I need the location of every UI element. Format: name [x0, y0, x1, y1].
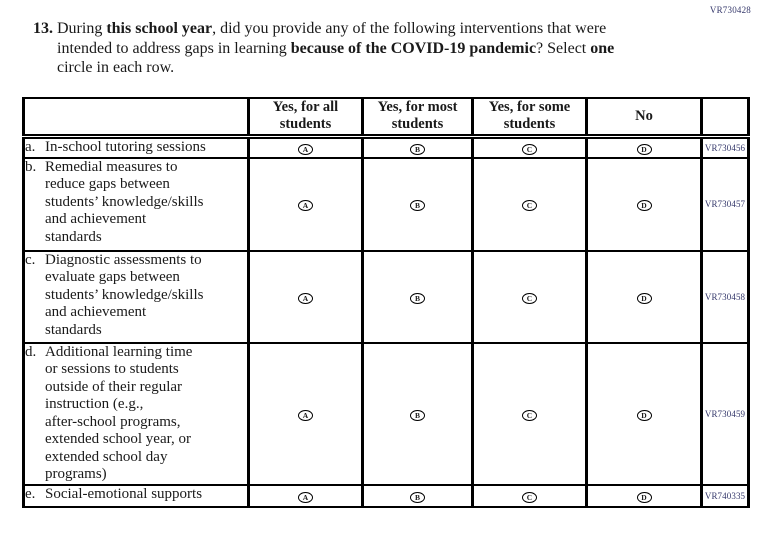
response-circle-e-C[interactable]: C	[522, 491, 537, 503]
row-code: VR730459	[700, 341, 750, 486]
option-cell: D	[585, 135, 703, 159]
response-circle-e-D[interactable]: D	[636, 491, 652, 503]
question-segment: intended to address gaps in learning	[57, 39, 291, 57]
response-circle-d-C[interactable]: C	[522, 409, 537, 421]
option-cell: B	[361, 156, 474, 252]
option-cell: A	[247, 341, 364, 486]
option-cell: D	[585, 156, 703, 252]
response-circle-b-C[interactable]: C	[522, 200, 537, 212]
option-cell: B	[361, 483, 474, 508]
response-circle-c-A[interactable]: A	[298, 292, 313, 304]
col-header-blank	[22, 97, 250, 139]
option-cell: A	[247, 249, 364, 344]
table-row-d: d. Additional learning time or sessions …	[22, 341, 750, 486]
table-row-b: b. Remedial measures to reduce gaps betw…	[22, 156, 750, 252]
option-cell: D	[585, 341, 703, 486]
row-label: Social-emotional supports	[45, 485, 203, 502]
response-circle-e-A[interactable]: A	[298, 491, 313, 503]
col-header-yes-some: Yes, for some students	[471, 97, 588, 139]
response-circle-b-B[interactable]: B	[410, 200, 425, 212]
option-cell: C	[471, 249, 588, 344]
row-label: Diagnostic assessments to evaluate gaps …	[45, 251, 204, 338]
row-code: VR740335	[700, 483, 750, 508]
col-header-yes-most: Yes, for most students	[361, 97, 474, 139]
response-circle-c-D[interactable]: D	[636, 292, 652, 304]
row-code: VR730458	[700, 249, 750, 344]
row-prefix: e.	[25, 485, 36, 502]
response-circle-b-D[interactable]: D	[636, 200, 652, 212]
question-bold-one: one	[590, 39, 615, 57]
response-circle-a-B[interactable]: B	[410, 143, 425, 155]
col-header-yes-all: Yes, for all students	[247, 97, 364, 139]
question-segment: circle in each row.	[57, 59, 175, 76]
header-row: Yes, for all students Yes, for most stud…	[22, 97, 750, 139]
question-segment: , did you provide any of the following i…	[212, 20, 607, 37]
response-circle-c-C[interactable]: C	[522, 292, 537, 304]
row-label-cell: d. Additional learning time or sessions …	[22, 341, 250, 486]
row-label-cell: a. In-school tutoring sessions	[22, 135, 250, 159]
question-segment: ? Select	[536, 39, 591, 57]
question-number: 13.	[33, 20, 53, 37]
response-circle-d-D[interactable]: D	[636, 409, 652, 421]
row-label: Remedial measures to reduce gaps between…	[45, 158, 204, 245]
option-cell: D	[585, 249, 703, 344]
response-circle-a-A[interactable]: A	[298, 143, 313, 155]
option-cell: C	[471, 135, 588, 159]
question-13: 13. During this school year, did you pro…	[33, 19, 682, 78]
option-cell: B	[361, 249, 474, 344]
row-label-cell: c. Diagnostic assessments to evaluate ga…	[22, 249, 250, 344]
response-circle-e-B[interactable]: B	[410, 491, 425, 503]
interventions-table: Yes, for all students Yes, for most stud…	[22, 97, 750, 508]
response-circle-d-B[interactable]: B	[410, 409, 425, 421]
option-cell: A	[247, 483, 364, 508]
option-cell: C	[471, 483, 588, 508]
row-code: VR730456	[700, 135, 750, 159]
response-circle-a-C[interactable]: C	[522, 143, 537, 155]
response-circle-b-A[interactable]: A	[298, 200, 313, 212]
question-text: During this school year, did you provide…	[57, 19, 682, 78]
option-cell: A	[247, 156, 364, 252]
row-label: Additional learning time or sessions to …	[45, 343, 193, 483]
option-cell: A	[247, 135, 364, 159]
col-header-code-blank	[700, 97, 750, 139]
page-form-code: VR730428	[709, 5, 751, 15]
table-row-a: a. In-school tutoring sessions A B C D V…	[22, 135, 750, 159]
row-label-cell: e. Social-emotional supports	[22, 483, 250, 508]
col-header-no: No	[585, 97, 703, 139]
question-bold-covid: because of the COVID-19 pandemic	[290, 39, 537, 57]
response-circle-c-B[interactable]: B	[410, 292, 425, 304]
question-segment: During	[57, 20, 107, 37]
option-cell: C	[471, 341, 588, 486]
response-circle-a-D[interactable]: D	[636, 143, 652, 155]
row-prefix: d.	[25, 343, 37, 360]
table-row-e: e. Social-emotional supports A B C D VR7…	[22, 483, 750, 508]
row-label-cell: b. Remedial measures to reduce gaps betw…	[22, 156, 250, 252]
row-label: In-school tutoring sessions	[45, 138, 206, 155]
question-bold-this-school-year: this school year	[106, 20, 213, 37]
option-cell: B	[361, 135, 474, 159]
table-row-c: c. Diagnostic assessments to evaluate ga…	[22, 249, 750, 344]
row-prefix: c.	[25, 251, 36, 268]
row-code: VR730457	[700, 156, 750, 252]
row-prefix: a.	[25, 138, 36, 155]
option-cell: D	[585, 483, 703, 508]
option-cell: B	[361, 341, 474, 486]
row-prefix: b.	[25, 158, 37, 175]
response-circle-d-A[interactable]: A	[298, 409, 313, 421]
option-cell: C	[471, 156, 588, 252]
